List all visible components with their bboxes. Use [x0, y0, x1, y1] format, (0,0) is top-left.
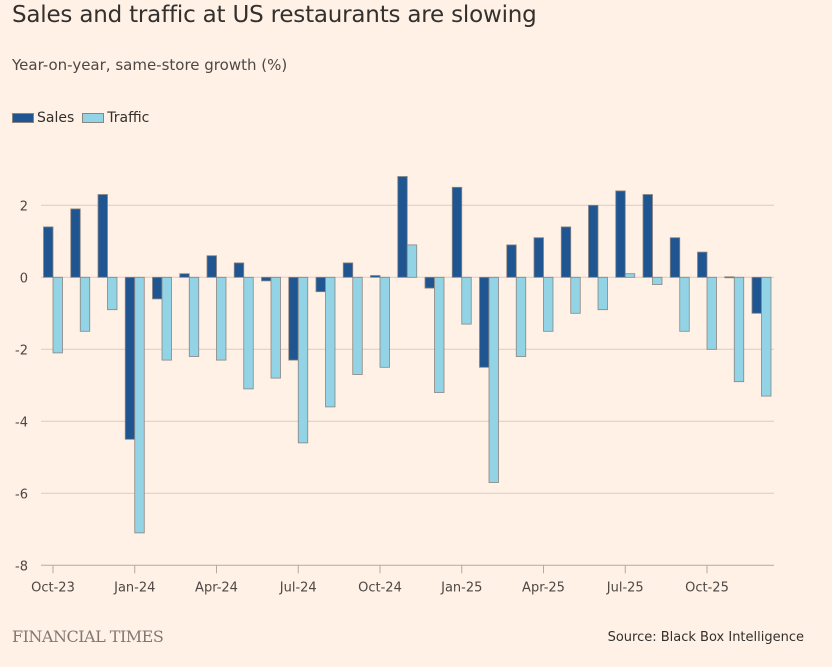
- legend-swatch-sales: [12, 113, 34, 123]
- bar-traffic-mar-25: [515, 276, 527, 357]
- legend-label-sales: Sales: [37, 110, 75, 126]
- y-tick-label: -2: [15, 343, 28, 358]
- bar-traffic-may-24: [243, 276, 254, 390]
- bar-traffic-dec-24: [434, 276, 445, 393]
- bar-sales-jul-25: [615, 190, 626, 278]
- y-tick-label: -6: [15, 487, 28, 502]
- bar-sales-nov-25: [724, 276, 735, 279]
- bar-traffic-jan-25: [461, 276, 472, 325]
- bar-sales-aug-25: [642, 194, 653, 278]
- bar-traffic-jul-25: [624, 273, 636, 278]
- bar-traffic-jun-25: [597, 276, 608, 311]
- bar-traffic-may-25: [570, 276, 581, 314]
- bar-sales-sep-25: [669, 237, 681, 278]
- y-tick-label: -8: [15, 559, 28, 574]
- x-axis: Oct-23 Jan-24 Apr-24 Jul-24 Oct-24 Jan-25 Apr-…: [31, 564, 774, 595]
- bars: [43, 176, 772, 534]
- x-tick-label: Jan-25: [440, 580, 482, 595]
- bar-traffic-oct-25: [706, 276, 717, 350]
- bar-traffic-feb-24: [161, 276, 172, 361]
- bar-traffic-sep-24: [352, 276, 363, 375]
- bar-sales-jan-24: [124, 276, 136, 440]
- bar-traffic-nov-24: [406, 244, 418, 278]
- bar-sales-may-25: [560, 226, 572, 278]
- chart-title: Sales and traffic at US restaurants are …: [12, 2, 537, 28]
- x-tick-label: Jul-24: [279, 580, 317, 595]
- legend-item-traffic: Traffic: [82, 110, 149, 126]
- bar-traffic-nov-25: [733, 276, 745, 383]
- legend: Sales Traffic: [12, 110, 157, 126]
- bar-traffic-jan-24: [134, 276, 145, 534]
- bar-sales-sep-24: [342, 262, 354, 278]
- bar-sales-oct-24: [370, 275, 381, 278]
- bar-sales-jun-24: [261, 276, 272, 282]
- source-note: Source: Black Box Intelligence: [607, 630, 804, 645]
- x-tick-label: Apr-24: [195, 580, 238, 595]
- bar-traffic-dec-25: [761, 276, 772, 397]
- bar-traffic-jun-24: [270, 276, 281, 379]
- x-tick-label: Oct-24: [358, 580, 402, 595]
- bar-traffic-sep-25: [679, 276, 690, 332]
- bar-sales-oct-25: [697, 251, 708, 278]
- x-tick-label: Oct-23: [31, 580, 75, 595]
- bar-sales-jan-25: [451, 186, 463, 278]
- x-tick-label: Apr-25: [522, 580, 565, 595]
- bar-traffic-apr-24: [216, 276, 227, 361]
- bar-sales-apr-25: [533, 237, 544, 278]
- legend-label-traffic: Traffic: [107, 110, 150, 126]
- x-tick-label: Jul-25: [606, 580, 644, 595]
- bar-traffic-aug-25: [652, 276, 663, 285]
- bar-sales-jun-25: [588, 204, 599, 278]
- legend-swatch-traffic: [82, 113, 105, 123]
- ft-logo: FINANCIAL TIMES: [12, 627, 164, 646]
- chart-subtitle: Year-on-year, same-store growth (%): [12, 56, 288, 74]
- bar-sales-nov-23: [70, 208, 81, 278]
- bar-traffic-apr-25: [543, 276, 554, 332]
- bar-sales-dec-25: [751, 276, 762, 314]
- bar-traffic-nov-23: [79, 276, 91, 332]
- bar-traffic-aug-24: [325, 276, 336, 408]
- bar-sales-aug-24: [315, 276, 326, 293]
- bar-sales-dec-24: [424, 276, 435, 289]
- bar-sales-may-24: [233, 262, 245, 278]
- bar-sales-mar-24: [179, 273, 190, 278]
- bar-traffic-feb-25: [488, 276, 499, 483]
- bar-sales-mar-25: [506, 244, 517, 278]
- bar-traffic-oct-24: [379, 276, 390, 368]
- bar-traffic-jul-24: [297, 276, 309, 444]
- bar-sales-apr-24: [206, 255, 217, 278]
- y-tick-label: 2: [20, 199, 28, 214]
- y-tick-label: -4: [15, 415, 28, 430]
- legend-item-sales: Sales: [12, 110, 74, 126]
- y-axis-labels: 2 0 -2 -4 -6 -8: [15, 199, 28, 574]
- x-tick-label: Oct-25: [685, 580, 729, 595]
- bar-sales-dec-23: [97, 194, 108, 278]
- bar-sales-jul-24: [288, 276, 299, 361]
- bar-sales-feb-24: [152, 276, 163, 300]
- bar-sales-nov-24: [397, 176, 408, 278]
- bar-sales-feb-25: [479, 276, 490, 368]
- bar-traffic-oct-23: [52, 276, 63, 354]
- x-tick-label: Jan-24: [113, 580, 155, 595]
- bar-traffic-mar-24: [188, 276, 200, 357]
- y-tick-label: 0: [20, 271, 28, 286]
- bar-traffic-dec-23: [107, 276, 118, 311]
- bar-sales-oct-23: [43, 226, 54, 278]
